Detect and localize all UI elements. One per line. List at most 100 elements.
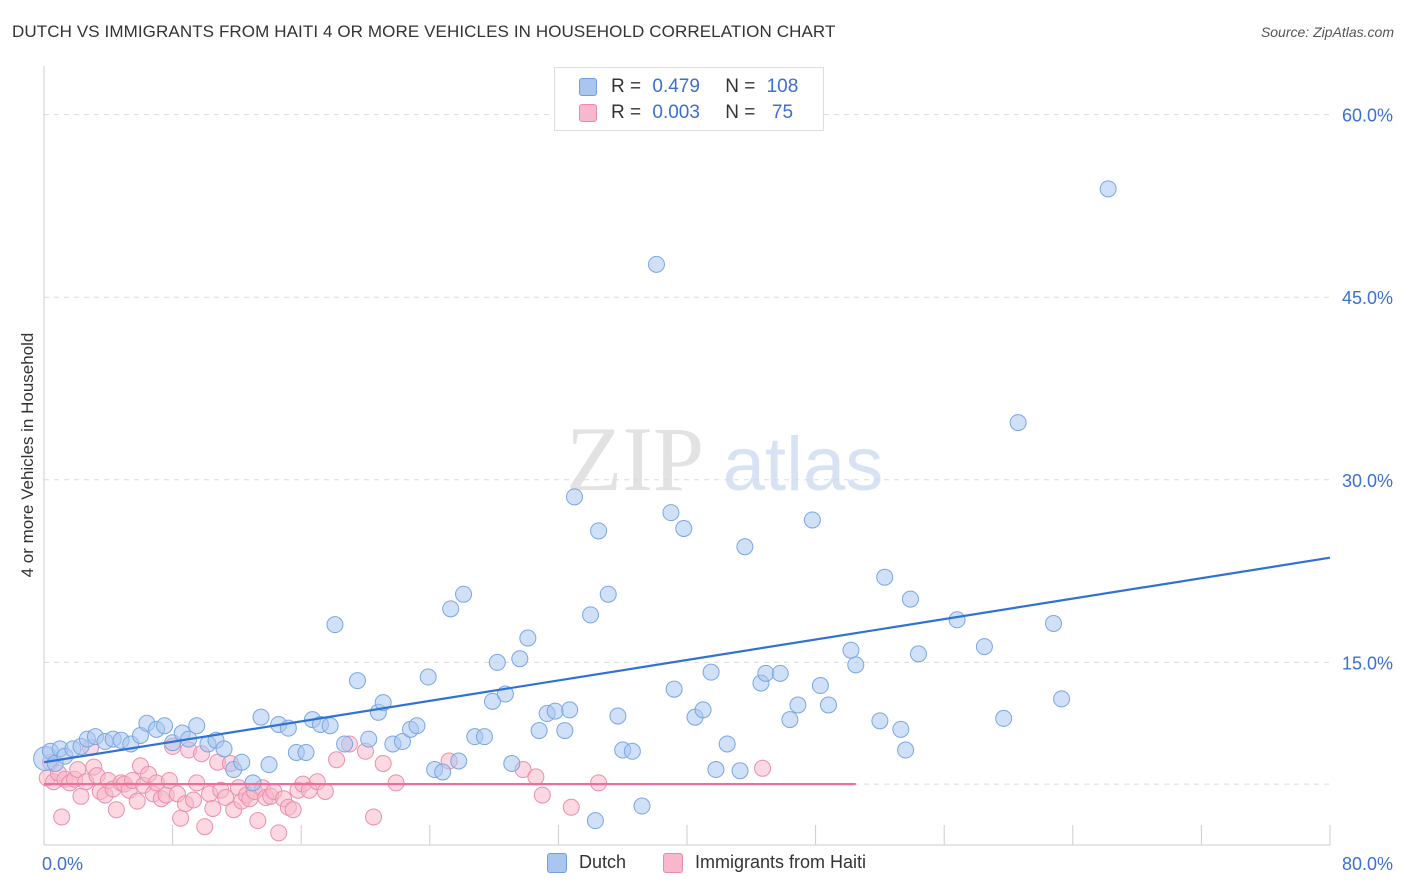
dutch-point	[892, 720, 910, 738]
haiti-point	[374, 754, 392, 772]
dutch-point	[321, 717, 339, 735]
dutch-point	[842, 641, 860, 659]
dutch-point	[326, 616, 344, 634]
dutch-point	[609, 707, 627, 725]
dutch-point	[582, 606, 600, 624]
dutch-point	[561, 701, 579, 719]
y-tick-label: 45.0%	[1342, 288, 1393, 308]
haiti-point	[184, 791, 202, 809]
dutch-point	[244, 774, 262, 792]
legend-n-value: 75	[766, 102, 794, 123]
haiti-point	[172, 809, 190, 827]
legend-swatch-haiti	[579, 104, 597, 122]
haiti-point	[204, 799, 222, 817]
haiti-point	[188, 774, 206, 792]
legend-swatch-dutch	[547, 853, 567, 873]
dutch-point	[647, 255, 665, 273]
x-tick-label: 80.0%	[1342, 854, 1393, 874]
haiti-points	[38, 735, 772, 842]
haiti-point	[107, 801, 125, 819]
x-tick-label: 0.0%	[42, 854, 83, 874]
dutch-point	[771, 664, 789, 682]
dutch-point	[519, 629, 537, 647]
legend-n-label: N =	[725, 76, 756, 97]
dutch-point	[871, 712, 889, 730]
dutch-point	[233, 753, 251, 771]
haiti-point	[754, 759, 772, 777]
dutch-point	[757, 664, 775, 682]
dutch-point	[847, 656, 865, 674]
dutch-point	[360, 730, 378, 748]
dutch-point	[565, 488, 583, 506]
dutch-point	[488, 653, 506, 671]
dutch-point	[408, 717, 426, 735]
legend-swatch-haiti	[663, 853, 683, 873]
dutch-point	[789, 696, 807, 714]
legend-n-value: 108	[766, 76, 799, 97]
dutch-point	[1009, 414, 1027, 432]
dutch-point	[731, 762, 749, 780]
haiti-point	[387, 774, 405, 792]
dutch-point	[803, 511, 821, 529]
dutch-trend-line	[43, 556, 1331, 764]
haiti-point	[328, 751, 346, 769]
legend-label-haiti: Immigrants from Haiti	[695, 852, 867, 872]
legend-r-value: 0.003	[652, 102, 700, 123]
dutch-point	[450, 752, 468, 770]
haiti-point	[53, 808, 71, 826]
dutch-point	[736, 538, 754, 556]
dutch-point	[599, 585, 617, 603]
dutch-point	[442, 600, 460, 618]
dutch-point	[336, 735, 354, 753]
dutch-point	[623, 742, 641, 760]
dutch-point	[483, 692, 501, 710]
dutch-point	[675, 519, 693, 537]
legend-r-label: R =	[611, 102, 642, 123]
y-axis-label: 4 or more Vehicles in Household	[18, 332, 37, 578]
dutch-point	[590, 522, 608, 540]
chart-title: DUTCH VS IMMIGRANTS FROM HAITI 4 OR MORE…	[12, 22, 836, 41]
dutch-point	[975, 638, 993, 656]
haiti-point	[128, 792, 146, 810]
dutch-point	[665, 680, 683, 698]
dutch-point	[718, 735, 736, 753]
dutch-point	[530, 722, 548, 740]
source-label: Source: ZipAtlas.com	[1260, 24, 1394, 40]
haiti-point	[562, 798, 580, 816]
legend-r-value: 0.479	[652, 76, 700, 97]
haiti-point	[316, 782, 334, 800]
haiti-point	[72, 787, 90, 805]
haiti-point	[249, 812, 267, 830]
dutch-point	[901, 590, 919, 608]
dutch-point	[662, 504, 680, 522]
dutch-point	[252, 708, 270, 726]
dutch-point	[586, 812, 604, 830]
dutch-point	[297, 743, 315, 761]
dutch-point	[393, 733, 411, 751]
haiti-point	[527, 768, 545, 786]
dutch-point	[948, 611, 966, 629]
correlation-legend: R = 0.479 N = 108 R = 0.003 N = 75	[554, 67, 824, 131]
dutch-point	[1099, 180, 1117, 198]
dutch-point	[702, 663, 720, 681]
dutch-point	[995, 709, 1013, 727]
y-tick-label: 15.0%	[1342, 653, 1393, 673]
dutch-point	[455, 585, 473, 603]
haiti-point	[590, 774, 608, 792]
y-tick-label: 60.0%	[1342, 106, 1393, 126]
dutch-point	[819, 696, 837, 714]
dutch-point	[1045, 614, 1063, 632]
axes	[43, 66, 1331, 846]
legend-r-label: R =	[611, 76, 642, 97]
dutch-point	[511, 650, 529, 668]
haiti-point	[365, 808, 383, 826]
dutch-point	[811, 677, 829, 695]
dutch-point	[156, 717, 174, 735]
dutch-point	[434, 763, 452, 781]
legend-n-label: N =	[725, 102, 756, 123]
dutch-point	[348, 672, 366, 690]
dutch-point	[876, 568, 894, 586]
haiti-point	[284, 801, 302, 819]
dutch-point	[633, 797, 651, 815]
